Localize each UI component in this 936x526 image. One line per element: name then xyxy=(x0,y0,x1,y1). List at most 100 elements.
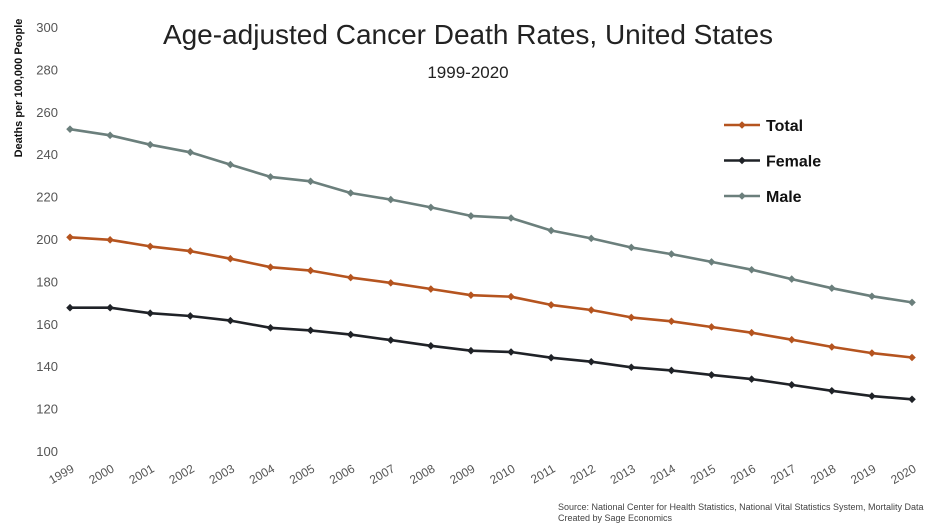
female-data-point xyxy=(66,303,74,312)
chart-subtitle: 1999-2020 xyxy=(427,63,508,82)
female-data-point xyxy=(667,366,676,375)
x-tick-label: 1999 xyxy=(46,461,76,487)
y-tick-label: 220 xyxy=(36,190,58,205)
total-data-point xyxy=(828,343,836,351)
x-tick-label: 2006 xyxy=(327,461,357,487)
x-tick-label: 2002 xyxy=(167,461,197,487)
total-data-point xyxy=(427,285,435,293)
male-data-point xyxy=(547,226,555,235)
x-tick-label: 2000 xyxy=(86,461,116,487)
male-data-point xyxy=(747,265,756,274)
x-tick-label: 2010 xyxy=(487,461,517,487)
male-legend-marker xyxy=(738,192,746,200)
female-data-point xyxy=(547,353,555,362)
female-data-point xyxy=(146,309,154,317)
y-tick-label: 200 xyxy=(36,232,58,247)
female-data-point xyxy=(747,375,756,383)
total-data-point xyxy=(868,349,876,357)
female-data-point xyxy=(868,392,876,400)
male-data-point xyxy=(66,125,74,133)
total-data-point xyxy=(467,291,475,299)
total-legend-marker xyxy=(738,121,746,129)
male-data-point xyxy=(707,258,716,266)
y-tick-label: 180 xyxy=(36,274,58,289)
x-axis: 1999 2000 2001 2002 2003 2004 2005 2006 2007 2008… xyxy=(46,461,918,487)
x-tick-label: 2013 xyxy=(608,461,638,487)
y-tick-label: 140 xyxy=(36,359,58,374)
male-data-point xyxy=(868,292,876,301)
male-legend-label: Male xyxy=(766,189,802,206)
x-tick-label: 2011 xyxy=(528,461,558,486)
total-data-point xyxy=(667,317,676,326)
y-tick-label: 100 xyxy=(36,444,58,459)
female-data-point xyxy=(106,303,114,312)
female-data-point xyxy=(386,336,395,344)
x-tick-label: 2009 xyxy=(447,461,477,487)
y-axis-label: Deaths per 100,000 People xyxy=(13,19,25,158)
total-data-point xyxy=(627,313,636,322)
female-data-point xyxy=(306,326,315,335)
source-note: Source: National Center for Health Stati… xyxy=(558,502,923,512)
x-tick-label: 2001 xyxy=(127,461,157,487)
male-data-point xyxy=(427,203,435,212)
total-data-point xyxy=(306,266,315,275)
male-data-point xyxy=(266,173,275,181)
male-data-point xyxy=(186,148,195,157)
female-data-point xyxy=(507,348,515,356)
male-data-point xyxy=(787,275,796,283)
y-tick-label: 120 xyxy=(36,402,58,417)
female-data-point xyxy=(186,312,195,320)
total-data-point xyxy=(908,353,916,362)
y-tick-label: 160 xyxy=(36,317,58,332)
total-data-point xyxy=(106,236,114,244)
x-tick-label: 2007 xyxy=(367,461,397,487)
x-tick-label: 2008 xyxy=(407,461,437,487)
male-data-point xyxy=(467,212,475,220)
female-data-point xyxy=(427,342,435,350)
total-data-point xyxy=(226,254,235,263)
male-data-point xyxy=(828,284,836,292)
credit-note: Created by Sage Economics xyxy=(558,513,673,523)
male-data-point xyxy=(306,177,315,186)
plot-area xyxy=(66,125,916,404)
female-data-point xyxy=(828,386,836,395)
x-tick-label: 2015 xyxy=(688,461,718,487)
male-data-point xyxy=(146,140,154,149)
y-tick-label: 260 xyxy=(36,105,58,120)
y-tick-label: 240 xyxy=(36,147,58,162)
female-data-point xyxy=(627,363,636,372)
total-legend-label: Total xyxy=(766,118,803,135)
male-data-point xyxy=(667,250,676,258)
male-data-point xyxy=(346,189,355,197)
female-legend-marker xyxy=(738,156,746,165)
total-data-point xyxy=(587,306,596,314)
total-data-point xyxy=(787,335,796,344)
x-tick-label: 2017 xyxy=(768,461,798,487)
male-data-point xyxy=(106,131,114,140)
female-data-point xyxy=(707,371,716,379)
total-data-point xyxy=(266,263,275,271)
total-series-line xyxy=(69,236,913,359)
female-data-point xyxy=(787,381,796,389)
total-data-point xyxy=(507,292,515,301)
female-data-point xyxy=(266,324,275,332)
total-data-point xyxy=(386,279,395,287)
female-series-line xyxy=(70,306,913,401)
female-data-point xyxy=(587,357,596,366)
female-legend-label: Female xyxy=(766,154,821,171)
y-axis: 100 120 140 160 180 200 220 240 260 280 300 xyxy=(36,20,58,459)
female-data-point xyxy=(467,346,475,355)
male-data-point xyxy=(587,234,596,243)
x-tick-label: 2003 xyxy=(207,461,237,487)
x-tick-label: 2004 xyxy=(247,461,277,487)
male-data-point xyxy=(226,160,235,169)
chart-title: Age-adjusted Cancer Death Rates, United … xyxy=(163,19,773,50)
legend: Total Female Male xyxy=(724,118,821,206)
female-data-point xyxy=(346,330,355,339)
female-data-point xyxy=(226,316,235,325)
x-tick-label: 2012 xyxy=(568,461,598,487)
female-data-point xyxy=(908,395,916,404)
y-tick-label: 280 xyxy=(36,62,58,77)
total-data-point xyxy=(547,301,555,309)
x-tick-label: 2018 xyxy=(808,461,838,487)
